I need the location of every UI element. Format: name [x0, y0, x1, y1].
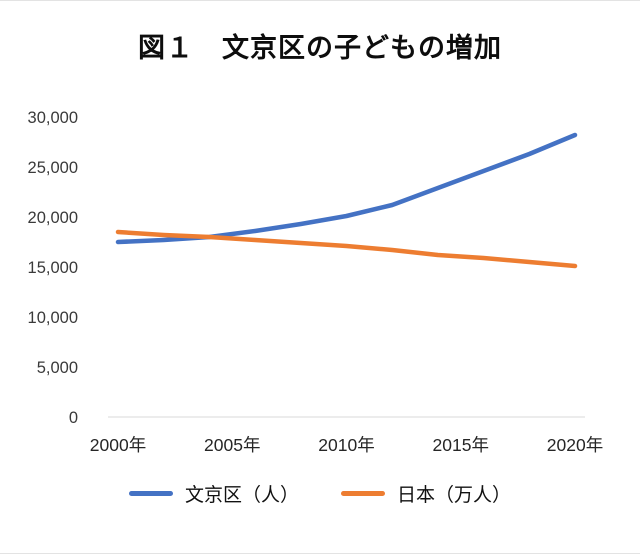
- y-axis-tick-label: 0: [69, 409, 78, 427]
- legend-label-japan: 日本（万人）: [397, 485, 512, 506]
- chart-legend: 文京区（人） 日本（万人）: [0, 480, 640, 507]
- x-axis-tick-label: 2005年: [204, 435, 260, 455]
- legend-item-japan: 日本（万人）: [341, 480, 511, 507]
- y-axis-tick-label: 30,000: [28, 109, 78, 127]
- x-axis-tick-label: 2000年: [90, 435, 146, 455]
- x-axis-tick-label: 2020年: [547, 435, 603, 455]
- x-axis-tick-label: 2015年: [433, 435, 489, 455]
- y-axis-tick-label: 5,000: [37, 359, 78, 377]
- series-line-1: [115, 229, 578, 269]
- legend-swatch-bunkyo-icon: [128, 491, 173, 496]
- series-line-0: [115, 132, 578, 245]
- legend-swatch-japan-icon: [341, 491, 385, 496]
- chart-title: 図１ 文京区の子どもの増加: [138, 33, 502, 63]
- line-chart-plot: 0 5,000 10,000 15,000 20,000 25,000 30,000 2000…: [28, 109, 604, 455]
- y-axis-tick-label: 15,000: [28, 259, 78, 277]
- x-axis-tick-label: 2010年: [318, 435, 374, 455]
- y-axis-tick-label: 25,000: [28, 159, 78, 177]
- legend-label-bunkyo: 文京区（人）: [184, 485, 299, 506]
- y-axis-tick-label: 20,000: [28, 209, 78, 227]
- y-axis-tick-label: 10,000: [28, 309, 78, 327]
- legend-item-bunkyo: 文京区（人）: [128, 480, 299, 507]
